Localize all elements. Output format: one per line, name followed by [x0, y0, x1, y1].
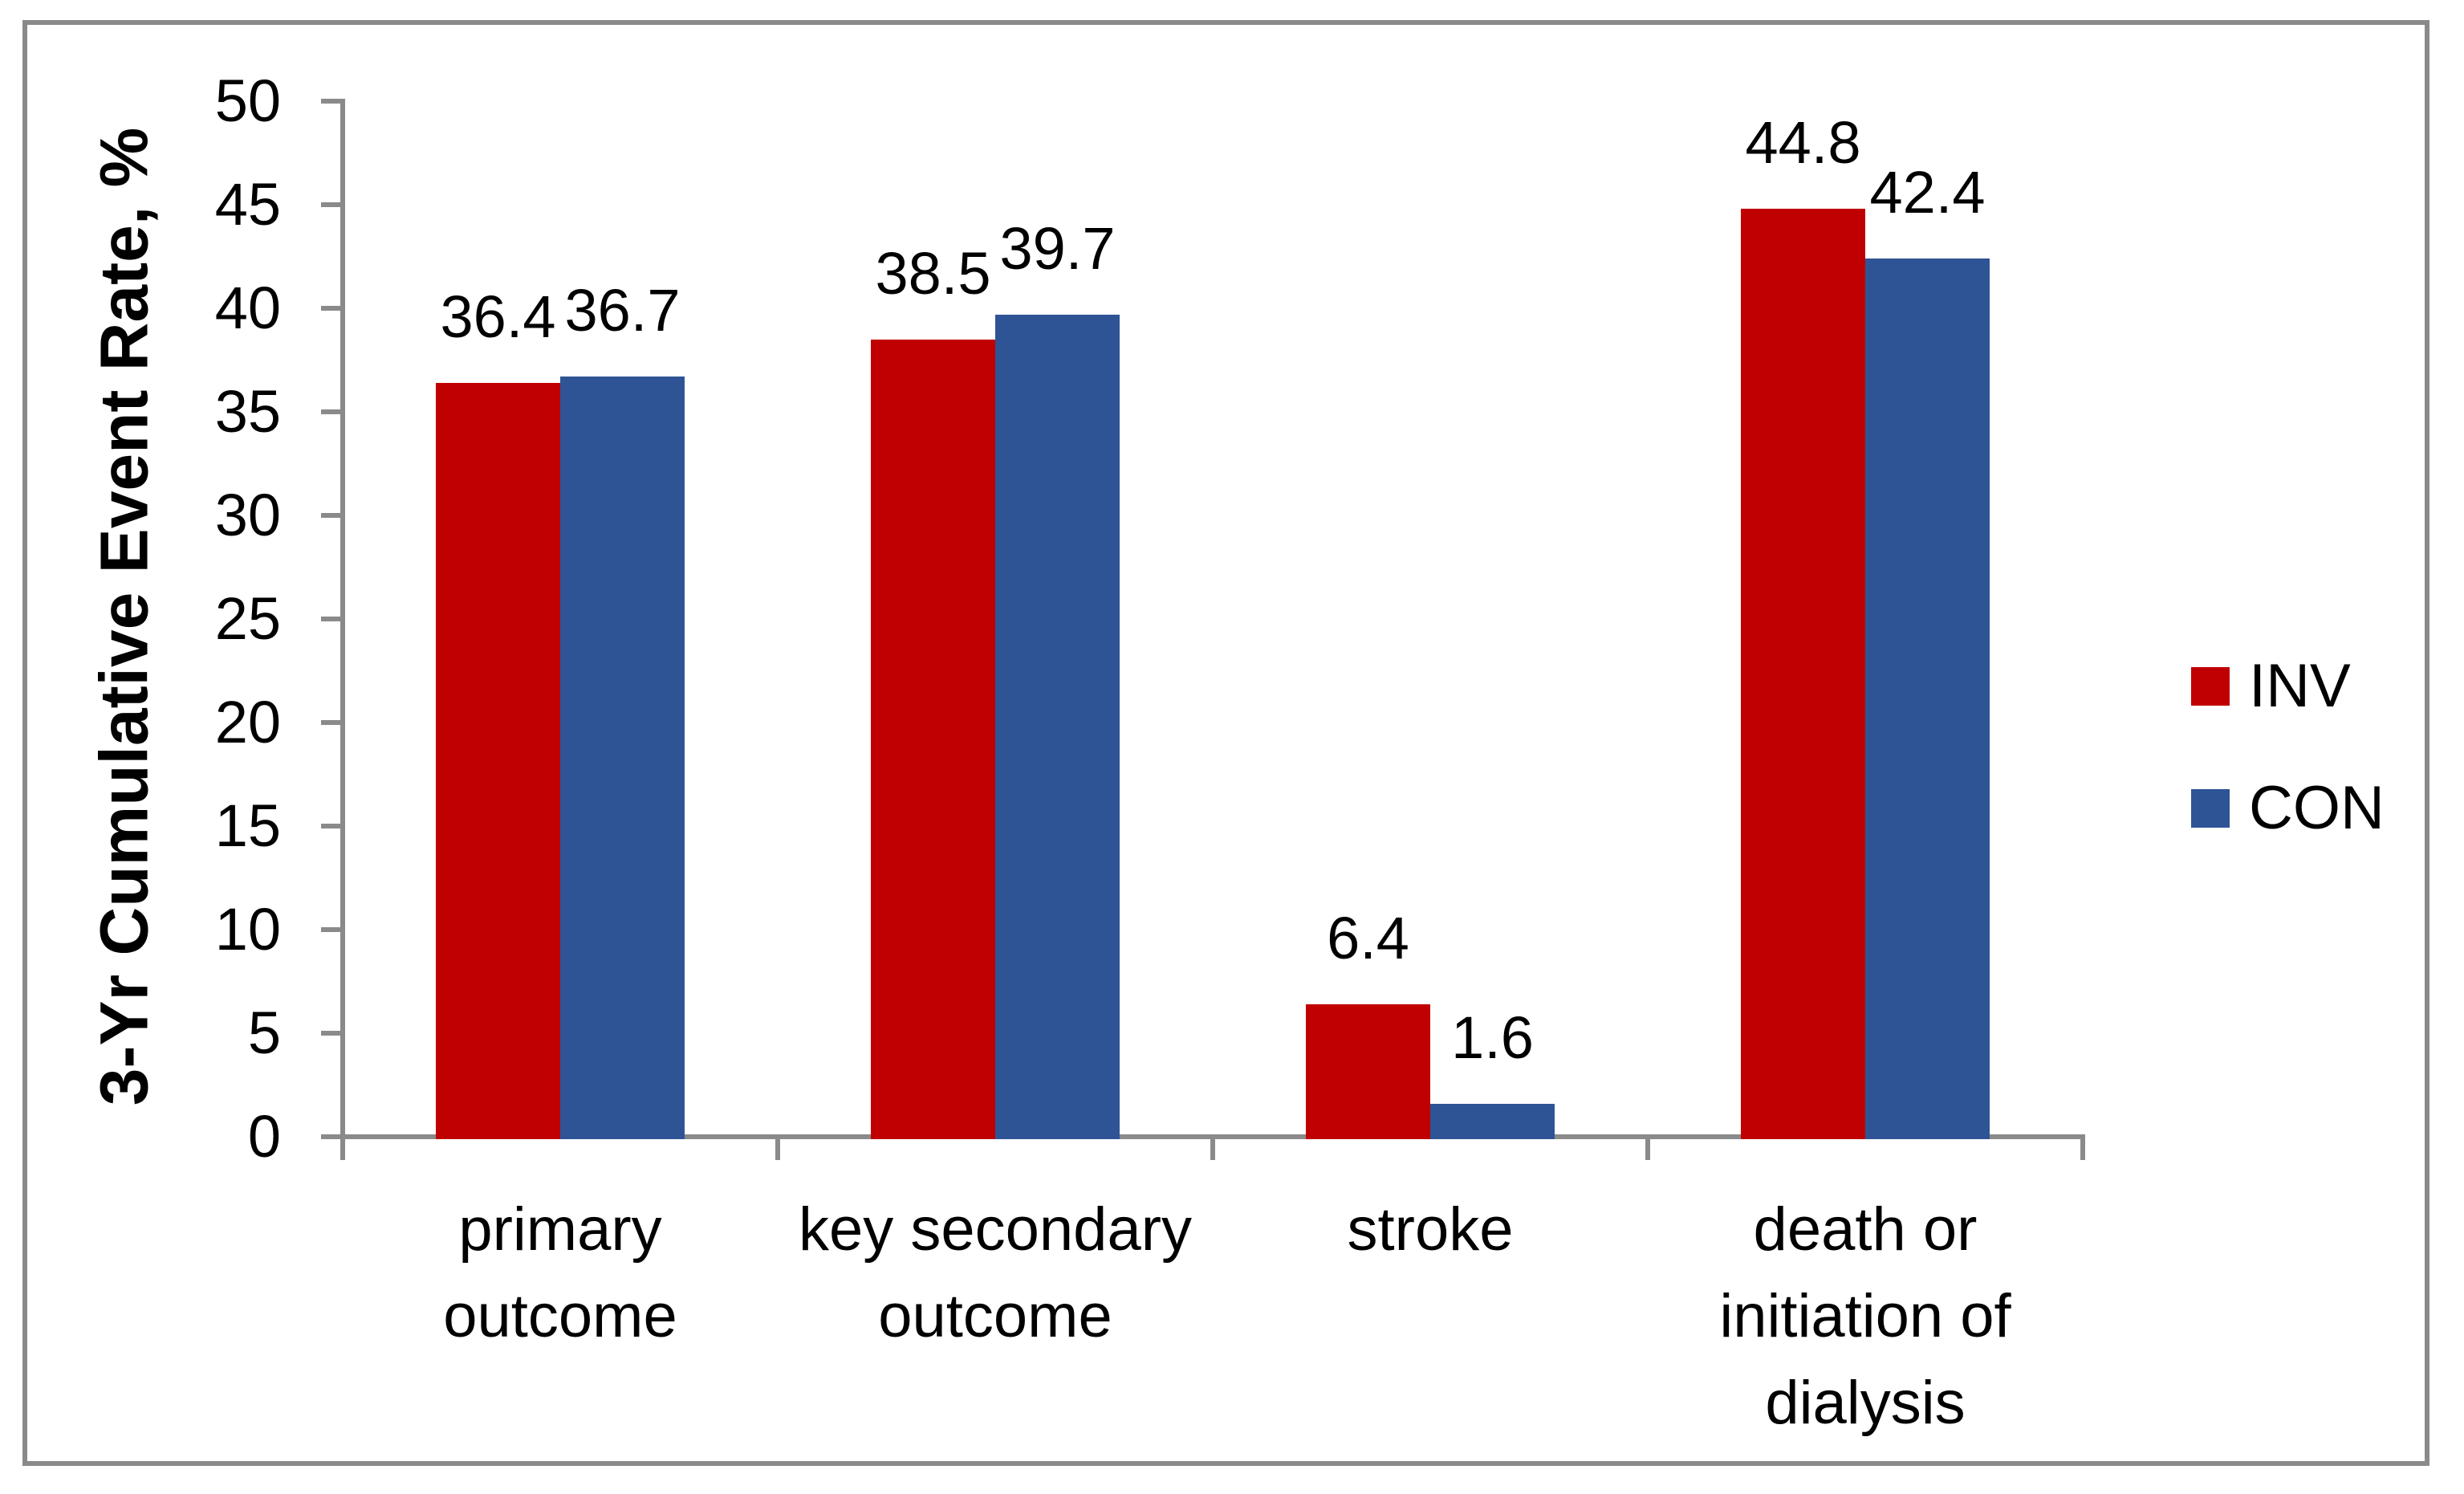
bar-con-0: [560, 377, 685, 1139]
legend-label-con: CON: [2249, 774, 2385, 842]
legend-item-con: CON: [2191, 774, 2385, 842]
bar-inv-3: [1741, 209, 1865, 1139]
x-axis-tick: [2080, 1137, 2085, 1160]
y-axis-tick-label: 5: [247, 999, 281, 1066]
bar-con-2: [1430, 1103, 1555, 1139]
y-axis-tick-label: 40: [214, 275, 281, 341]
y-axis-tick: [321, 824, 343, 828]
data-label-con-3: 42.4: [1869, 159, 1986, 226]
category-label-0: primary outcome: [343, 1187, 778, 1360]
y-axis-tick-label: 35: [214, 378, 281, 445]
chart-border-frame: [22, 20, 2429, 1466]
y-axis-tick: [321, 617, 343, 621]
category-label-line: stroke: [1347, 1195, 1514, 1264]
data-label-inv-1: 38.5: [875, 239, 991, 307]
y-axis-tick: [321, 513, 343, 518]
bar-con-3: [1865, 258, 1990, 1139]
x-axis-tick: [1645, 1137, 1650, 1160]
category-label-line: initiation of: [1719, 1282, 2011, 1350]
y-axis-line: [340, 99, 345, 1160]
y-axis-tick-label: 0: [247, 1103, 281, 1170]
category-label-1: key secondary outcome: [778, 1187, 1213, 1360]
data-label-inv-0: 36.4: [440, 283, 556, 350]
y-axis-tick-label: 30: [214, 482, 281, 548]
y-axis-tick: [321, 720, 343, 725]
category-label-line: key secondary: [798, 1195, 1193, 1264]
x-axis-tick: [1210, 1137, 1215, 1160]
legend-swatch-inv-icon: [2191, 667, 2230, 706]
y-axis-tick: [321, 409, 343, 414]
y-axis-tick: [321, 927, 343, 932]
legend-label-inv: INV: [2249, 652, 2351, 720]
y-axis-tick-label: 20: [214, 689, 281, 755]
category-label-line: primary: [458, 1195, 662, 1264]
y-axis-tick: [321, 1031, 343, 1036]
y-axis-tick-label: 25: [214, 585, 281, 652]
category-label-line: outcome: [443, 1282, 677, 1350]
bar-inv-1: [871, 339, 995, 1139]
bar-inv-2: [1306, 1003, 1430, 1139]
y-axis-tick-label: 15: [214, 792, 281, 859]
data-label-con-2: 1.6: [1451, 1003, 1534, 1071]
category-label-line: death or: [1753, 1195, 1978, 1264]
category-label-line: dialysis: [1765, 1369, 1966, 1437]
data-label-inv-3: 44.8: [1745, 109, 1861, 177]
bar-inv-0: [436, 382, 560, 1139]
y-axis-tick-label: 45: [214, 171, 281, 238]
legend-item-inv: INV: [2191, 652, 2351, 720]
category-label-line: outcome: [878, 1282, 1112, 1350]
category-label-3: death or initiation of dialysis: [1648, 1187, 2083, 1447]
x-axis-tick: [775, 1137, 780, 1160]
y-axis-tick: [321, 306, 343, 311]
legend-swatch-con-icon: [2191, 789, 2230, 828]
y-axis-tick: [321, 99, 343, 104]
y-axis-tick: [321, 202, 343, 207]
bar-con-1: [995, 314, 1120, 1139]
data-label-inv-2: 6.4: [1327, 904, 1409, 971]
y-axis-title: 3-Yr Cumulative Event Rate, %: [86, 127, 162, 1106]
data-label-con-1: 39.7: [999, 214, 1116, 282]
y-axis-tick-label: 50: [214, 67, 281, 134]
y-axis-tick-label: 10: [214, 896, 281, 963]
category-label-2: stroke: [1213, 1187, 1648, 1273]
y-axis-tick: [321, 1134, 343, 1139]
data-label-con-0: 36.7: [564, 277, 681, 344]
